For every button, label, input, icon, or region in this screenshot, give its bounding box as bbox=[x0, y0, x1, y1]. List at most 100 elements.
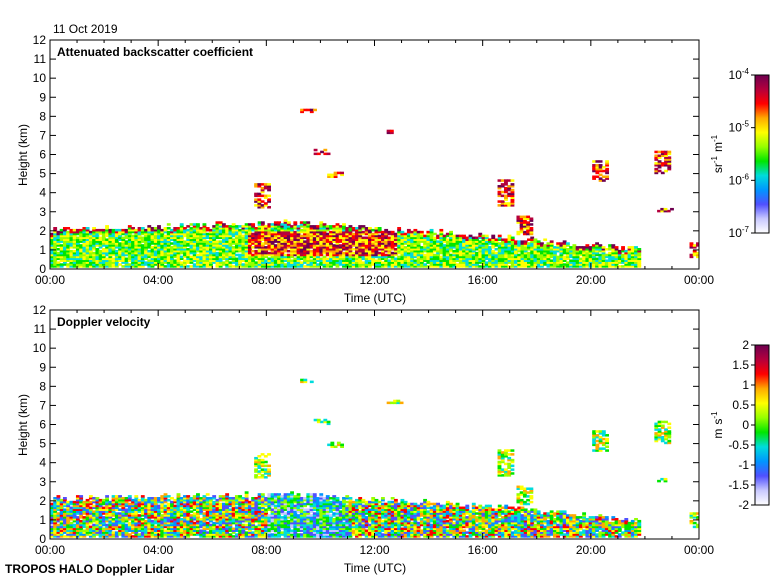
backscatter-cell bbox=[319, 249, 324, 253]
backscatter-cell bbox=[98, 259, 103, 262]
backscatter-cell bbox=[458, 265, 463, 268]
backscatter-cell bbox=[88, 236, 93, 240]
backscatter-cell bbox=[595, 244, 600, 247]
backscatter-cell bbox=[410, 236, 415, 240]
backscatter-cell bbox=[523, 248, 528, 251]
velocity-cell bbox=[79, 523, 84, 527]
velocity-cell bbox=[199, 518, 204, 521]
backscatter-cell bbox=[667, 162, 672, 165]
velocity-cell bbox=[69, 512, 74, 515]
backscatter-cell bbox=[212, 238, 217, 241]
backscatter-cell bbox=[591, 251, 596, 255]
backscatter-cell bbox=[134, 249, 139, 253]
backscatter-cell bbox=[520, 261, 525, 264]
velocity-cell bbox=[202, 521, 207, 525]
backscatter-cell bbox=[228, 242, 233, 245]
velocity-cell bbox=[85, 523, 90, 527]
backscatter-cell bbox=[497, 257, 502, 261]
backscatter-cell bbox=[277, 240, 281, 243]
backscatter-cell bbox=[173, 265, 178, 268]
backscatter-cell bbox=[569, 249, 574, 253]
velocity-cell bbox=[98, 533, 103, 536]
backscatter-cell bbox=[218, 263, 223, 266]
backscatter-cell bbox=[228, 251, 233, 255]
backscatter-cell bbox=[196, 244, 200, 247]
backscatter-cell bbox=[293, 225, 298, 228]
backscatter-cell bbox=[257, 249, 262, 253]
backscatter-cell bbox=[234, 263, 239, 266]
backscatter-cell bbox=[53, 255, 58, 259]
backscatter-cell bbox=[140, 263, 145, 266]
backscatter-cell bbox=[556, 249, 561, 253]
velocity-cell bbox=[101, 508, 106, 511]
backscatter-cell bbox=[465, 265, 470, 268]
backscatter-cell bbox=[452, 265, 457, 268]
backscatter-cell bbox=[166, 263, 171, 266]
backscatter-cell bbox=[189, 261, 194, 264]
backscatter-cell bbox=[348, 244, 353, 247]
backscatter-cell bbox=[260, 259, 265, 262]
velocity-cell bbox=[56, 502, 61, 506]
backscatter-cell bbox=[199, 265, 204, 268]
velocity-cell bbox=[260, 512, 265, 515]
backscatter-cell bbox=[559, 265, 564, 268]
velocity-cell bbox=[131, 514, 135, 517]
velocity-cell bbox=[118, 527, 122, 531]
backscatter-cell bbox=[377, 244, 382, 247]
backscatter-cell bbox=[533, 259, 538, 262]
backscatter-cell bbox=[667, 152, 672, 156]
velocity-cell bbox=[212, 508, 217, 511]
backscatter-cell bbox=[575, 263, 580, 266]
backscatter-cell bbox=[397, 228, 402, 232]
backscatter-cell bbox=[50, 261, 54, 264]
backscatter-cell bbox=[325, 265, 330, 268]
backscatter-cell bbox=[475, 263, 479, 266]
backscatter-cell bbox=[309, 259, 314, 262]
backscatter-cell bbox=[131, 246, 135, 249]
backscatter-cell bbox=[137, 234, 142, 238]
backscatter-cell bbox=[403, 248, 408, 251]
velocity-cell bbox=[144, 531, 148, 534]
velocity-cell bbox=[53, 521, 58, 525]
backscatter-cell bbox=[257, 198, 262, 201]
backscatter-cell bbox=[79, 228, 84, 232]
velocity-cell bbox=[98, 521, 103, 525]
backscatter-cell bbox=[361, 242, 366, 245]
backscatter-cell bbox=[549, 249, 554, 253]
backscatter-cell bbox=[390, 240, 395, 243]
velocity-cell bbox=[62, 535, 67, 538]
backscatter-cell bbox=[170, 238, 174, 241]
backscatter-cell bbox=[338, 259, 343, 262]
backscatter-cell bbox=[504, 188, 508, 192]
backscatter-cell bbox=[66, 227, 71, 230]
backscatter-cell bbox=[442, 265, 447, 268]
velocity-cell bbox=[221, 519, 226, 523]
velocity-cell bbox=[144, 533, 148, 536]
velocity-cell bbox=[186, 495, 191, 498]
backscatter-cell bbox=[192, 240, 197, 243]
backscatter-cell bbox=[286, 259, 291, 262]
backscatter-cell bbox=[290, 263, 294, 266]
backscatter-cell bbox=[510, 192, 515, 196]
backscatter-cell bbox=[247, 225, 252, 228]
velocity-cell bbox=[247, 504, 252, 508]
backscatter-cell bbox=[280, 244, 285, 247]
backscatter-cell bbox=[546, 248, 551, 251]
velocity-cell bbox=[251, 498, 256, 502]
backscatter-cell bbox=[170, 228, 174, 232]
backscatter-cell bbox=[559, 259, 564, 262]
backscatter-cell bbox=[170, 230, 174, 234]
backscatter-cell bbox=[215, 265, 220, 268]
velocity-cell bbox=[189, 514, 194, 517]
velocity-cell bbox=[270, 535, 275, 538]
backscatter-cell bbox=[202, 238, 207, 241]
backscatter-cell bbox=[335, 249, 340, 253]
backscatter-cell bbox=[527, 263, 531, 266]
backscatter-cell bbox=[380, 236, 385, 240]
backscatter-cell bbox=[111, 248, 116, 251]
backscatter-cell bbox=[436, 234, 440, 238]
backscatter-cell bbox=[280, 265, 285, 268]
backscatter-cell bbox=[471, 240, 476, 243]
backscatter-cell bbox=[481, 265, 486, 268]
backscatter-cell bbox=[140, 240, 145, 243]
